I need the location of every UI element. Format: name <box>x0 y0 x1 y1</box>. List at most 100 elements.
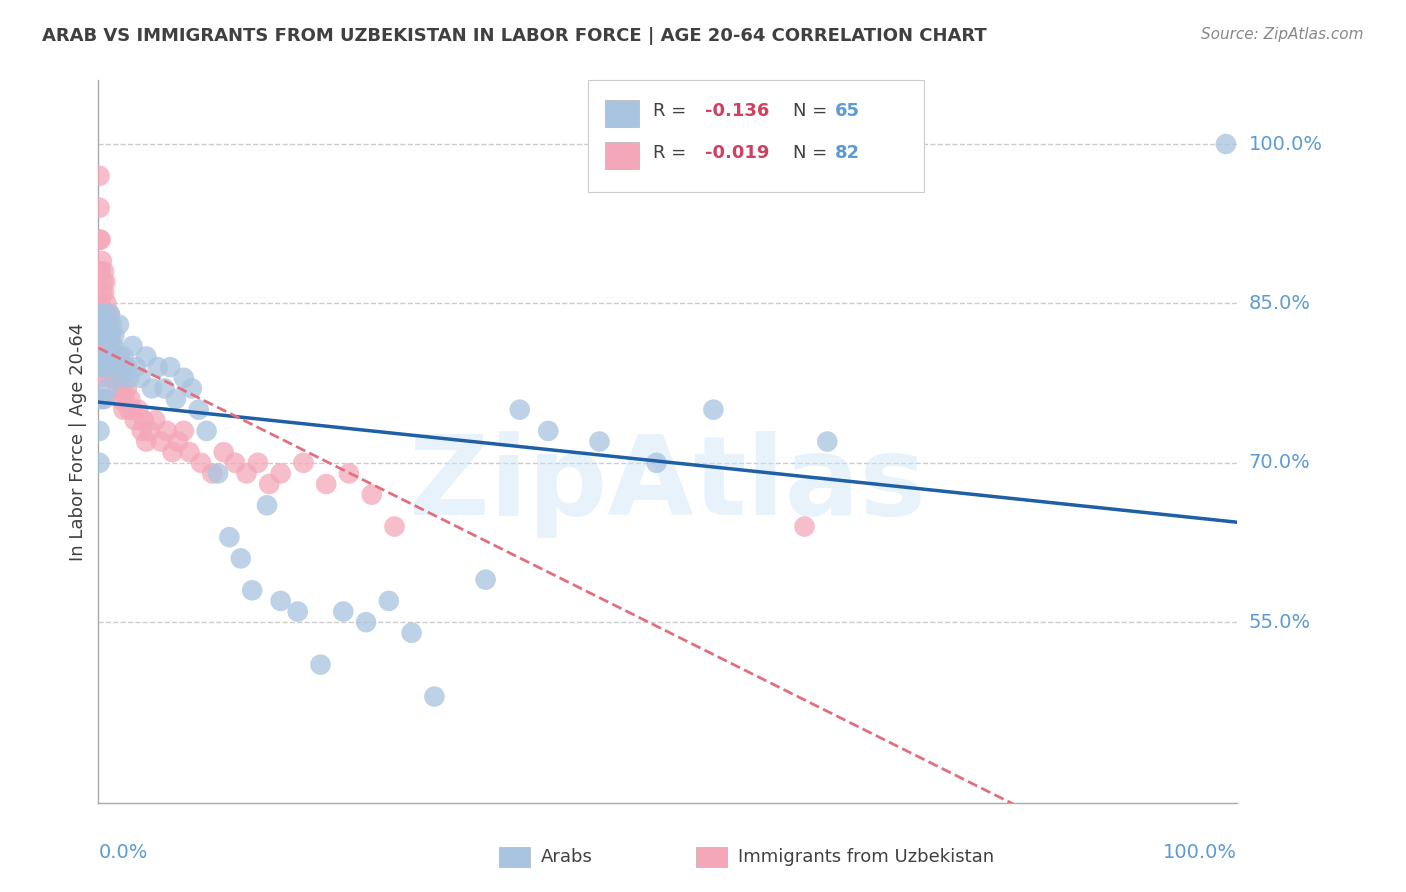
Point <box>332 605 354 619</box>
Text: Source: ZipAtlas.com: Source: ZipAtlas.com <box>1201 27 1364 42</box>
Point <box>235 467 257 481</box>
Point <box>121 402 143 417</box>
Text: 65: 65 <box>835 103 860 120</box>
Point <box>89 360 111 375</box>
Point <box>132 413 155 427</box>
Point <box>94 307 117 321</box>
Point <box>270 467 292 481</box>
Point <box>127 402 149 417</box>
Point <box>259 477 281 491</box>
Text: ZipAtlas: ZipAtlas <box>409 432 927 539</box>
Point <box>224 456 246 470</box>
Point <box>159 360 181 375</box>
Point <box>115 381 138 395</box>
Point <box>246 456 269 470</box>
Point <box>141 381 163 395</box>
Point <box>401 625 423 640</box>
Text: 82: 82 <box>835 145 860 162</box>
Point <box>120 392 142 406</box>
Point <box>588 434 610 449</box>
Point <box>360 488 382 502</box>
Point <box>98 328 121 343</box>
Point <box>108 318 131 332</box>
Point <box>93 318 115 332</box>
Point <box>138 424 160 438</box>
Point <box>89 201 111 215</box>
Point <box>153 381 176 395</box>
Point <box>104 371 127 385</box>
Point <box>337 467 360 481</box>
Point <box>90 318 112 332</box>
Point <box>423 690 446 704</box>
Point <box>91 275 114 289</box>
Point <box>156 424 179 438</box>
Point <box>115 360 138 375</box>
Point <box>89 371 111 385</box>
Point <box>309 657 332 672</box>
Point <box>93 339 115 353</box>
Point <box>93 350 115 364</box>
Point <box>103 350 125 364</box>
Point <box>90 264 112 278</box>
Point <box>97 350 120 364</box>
Point <box>89 456 111 470</box>
Text: N =: N = <box>793 145 834 162</box>
Point <box>195 424 218 438</box>
Point <box>105 360 128 375</box>
Point <box>93 285 115 300</box>
Text: 0.0%: 0.0% <box>98 843 148 862</box>
Point <box>212 445 235 459</box>
Point <box>121 339 143 353</box>
Text: 100.0%: 100.0% <box>1163 843 1237 862</box>
Point <box>97 318 120 332</box>
Point <box>89 328 111 343</box>
Text: 55.0%: 55.0% <box>1249 613 1310 632</box>
Point <box>384 519 406 533</box>
Point <box>110 371 132 385</box>
FancyBboxPatch shape <box>588 80 924 193</box>
Point <box>100 350 122 364</box>
Text: 100.0%: 100.0% <box>1249 135 1323 153</box>
Point <box>1215 136 1237 151</box>
Point <box>218 530 240 544</box>
Point <box>96 360 118 375</box>
Point <box>101 339 124 353</box>
Point <box>108 350 131 364</box>
Point <box>93 264 115 278</box>
Point <box>107 381 129 395</box>
Point <box>96 328 118 343</box>
Point <box>229 551 252 566</box>
Text: 70.0%: 70.0% <box>1249 453 1310 472</box>
Point <box>378 594 401 608</box>
Point <box>96 350 118 364</box>
Point <box>98 307 121 321</box>
Point <box>165 392 187 406</box>
Point <box>114 392 136 406</box>
FancyBboxPatch shape <box>696 847 727 867</box>
Text: Arabs: Arabs <box>541 848 593 866</box>
Text: -0.019: -0.019 <box>706 145 770 162</box>
Point <box>474 573 496 587</box>
Point <box>509 402 531 417</box>
Point <box>135 350 157 364</box>
Point <box>240 583 263 598</box>
Point <box>125 360 148 375</box>
Point <box>256 498 278 512</box>
Point <box>96 307 118 321</box>
Point <box>292 456 315 470</box>
Point <box>94 307 117 321</box>
Text: N =: N = <box>793 103 834 120</box>
Point <box>702 402 724 417</box>
Point <box>103 328 125 343</box>
Point <box>110 360 132 375</box>
Point <box>89 307 111 321</box>
Point <box>104 350 127 364</box>
Point <box>90 328 112 343</box>
Point <box>207 467 229 481</box>
Point <box>96 318 118 332</box>
Point <box>146 360 169 375</box>
Text: 85.0%: 85.0% <box>1249 293 1310 313</box>
Point <box>89 339 111 353</box>
Point <box>190 456 212 470</box>
Point <box>173 371 195 385</box>
